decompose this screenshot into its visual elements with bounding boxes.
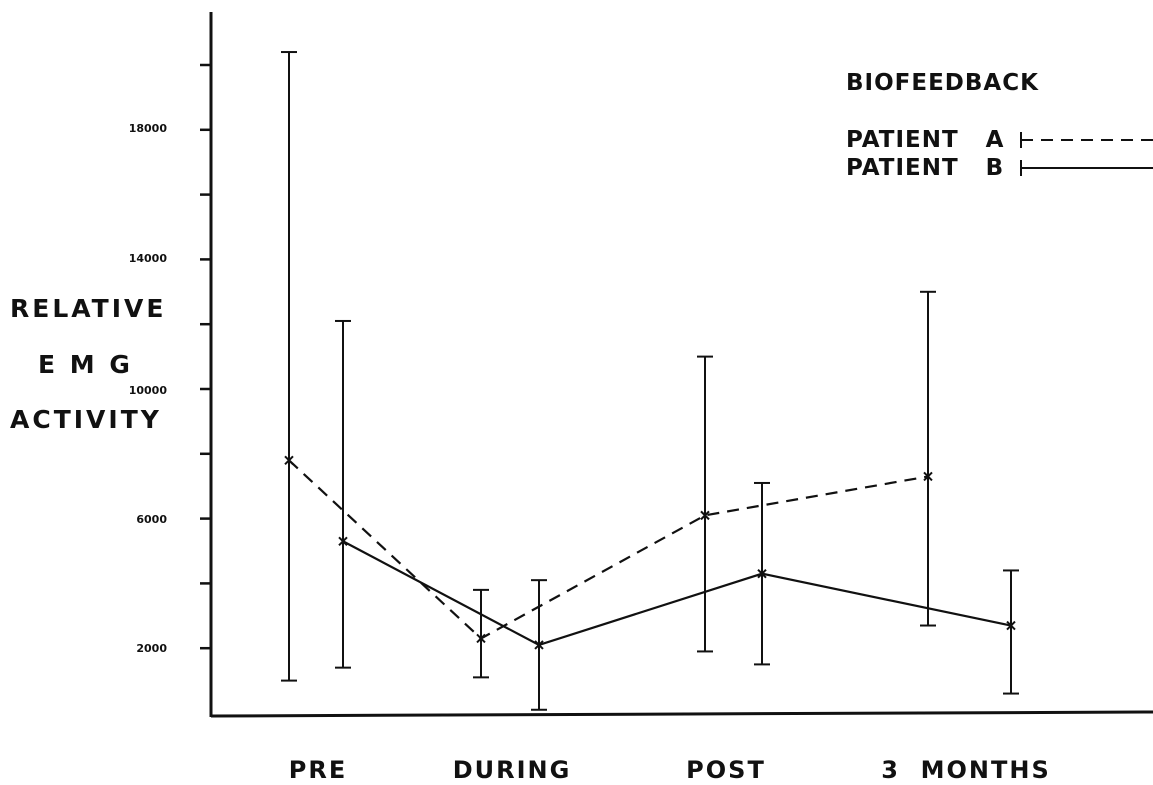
legend-label-patient-a: PATIENT A bbox=[846, 127, 1004, 153]
data-point-patient-a bbox=[476, 633, 486, 644]
x-axis bbox=[210, 710, 1153, 718]
category-label-during: DURING bbox=[453, 756, 572, 784]
category-label-post: POST bbox=[686, 756, 766, 784]
y-tick-label: 14000 bbox=[129, 252, 168, 265]
legend-title: BIOFEEDBACK bbox=[846, 70, 1039, 96]
category-label-pre: PRE bbox=[289, 756, 347, 784]
y-axis-label-line-2: E M G bbox=[38, 350, 133, 379]
data-point-patient-b bbox=[338, 536, 348, 546]
series-line-patient-a bbox=[288, 459, 929, 640]
legend-label-patient-b: PATIENT B bbox=[846, 155, 1004, 181]
series-line-patient-b bbox=[342, 540, 1012, 647]
data-point-patient-a bbox=[923, 471, 933, 482]
data-point-patient-b bbox=[757, 568, 767, 579]
legend: BIOFEEDBACK PATIENT A PATIENT B bbox=[846, 70, 1153, 181]
data-point-patient-b bbox=[534, 640, 544, 650]
data-point-patient-a bbox=[700, 510, 710, 521]
data-point-patient-a bbox=[284, 455, 294, 465]
category-label-3-months: 3 MONTHS bbox=[881, 756, 1051, 784]
y-tick-label: 10000 bbox=[129, 384, 168, 397]
data-point-patient-b bbox=[1006, 620, 1016, 631]
y-tick-label: 2000 bbox=[136, 642, 167, 655]
y-axis-label-line-1: RELATIVE bbox=[10, 294, 166, 323]
y-tick-label: 18000 bbox=[129, 122, 168, 135]
y-axis-label-line-3: ACTIVITY bbox=[10, 405, 162, 434]
y-tick-label: 6000 bbox=[136, 513, 167, 526]
